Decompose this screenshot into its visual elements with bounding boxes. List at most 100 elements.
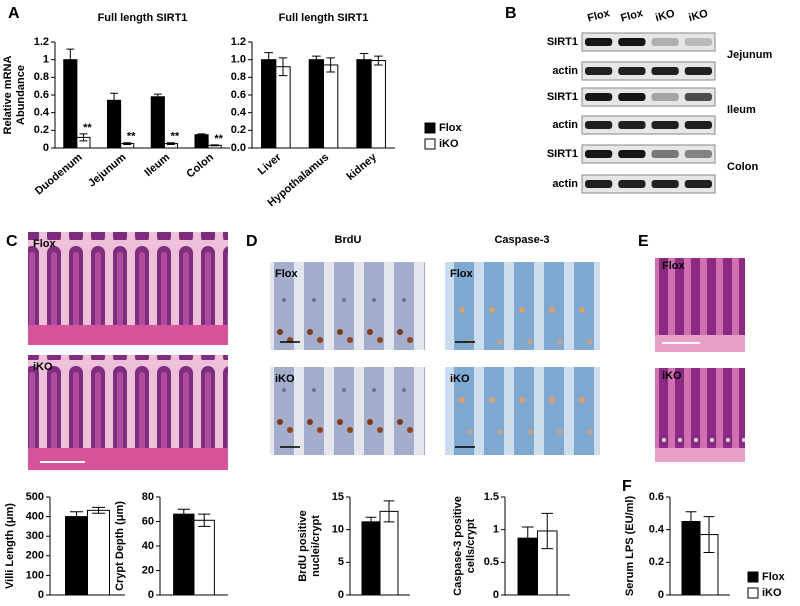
y-axis-label: Villi Length (μm) [3,503,16,589]
y-tick-label: 0 [338,589,344,601]
blot-strip [581,115,716,135]
y-tick-label: 100 [26,569,44,581]
blot-band [651,38,679,46]
chart-title: Full length SIRT1 [279,12,369,24]
y-axis-label: Crypt Depth (μm) [113,501,126,591]
error-bar [326,57,335,73]
error-bar [374,55,383,66]
y-tick-label: 400 [26,511,44,523]
blot-band [585,121,613,129]
y-tick-label: 0 [148,589,154,601]
blot-band [585,180,613,188]
error-bar [210,144,219,147]
bar [275,66,291,149]
y-tick-label: 200 [26,550,44,562]
error-bar [365,516,377,527]
blot-tissue: Jejunum [727,49,772,61]
blot-row-label: SIRT1 [547,148,578,160]
significance: ** [127,131,136,143]
error-bar [177,508,190,520]
bar [681,521,701,596]
x-tick-label: kidney [345,151,380,183]
blot-band [618,93,646,101]
image-label: iKO [662,370,682,382]
blot-band [618,38,646,46]
bar [308,59,325,149]
x-tick-label: Ileum [142,151,172,179]
significance: ** [214,133,223,145]
y-tick-label: 5 [338,556,344,568]
y-tick-label: 15 [332,491,344,503]
y-axis-label: BrdU positive nuclei/crypt [297,510,322,582]
y-tick-label: 80 [142,491,154,503]
blot-tissue: Ileum [727,104,756,116]
panel-letter: A [8,5,20,22]
bar [150,96,165,149]
y-tick-label: 1 [43,54,49,66]
y-tick-label: 0.8 [231,71,246,83]
blot-row-label: SIRT1 [547,36,578,48]
y-tick-label: 0.6 [649,491,664,503]
error-bar [703,516,715,554]
image-title: BrdU [335,234,362,246]
legend-swatch [747,571,759,583]
bar [194,134,209,149]
panel-letter: F [622,478,632,495]
y-tick-label: 0.4 [231,107,247,119]
panel-letter: C [6,233,18,250]
histology-e [655,258,745,462]
y-tick-label: 300 [26,530,44,542]
blot-band [684,121,712,129]
y-tick-label: 0.2 [34,124,49,136]
error-bar [66,48,75,71]
error-bar [521,526,534,550]
blot-band [585,67,613,75]
bar [370,60,386,149]
x-tick-label: Duodenum [33,151,85,197]
y-tick-label: 0.8 [34,71,49,83]
blot-band [651,180,679,188]
blot-strip [581,61,716,81]
bar [65,516,88,596]
legend-label: Flox [439,122,462,134]
legend-label: iKO [762,587,782,599]
bar [261,59,277,149]
bar [356,59,372,149]
blot-tissue: Colon [727,161,758,173]
y-tick-label: 20 [142,564,154,576]
error-bar [359,52,369,67]
blot-strip [581,32,716,52]
blot-row-label: SIRT1 [547,91,578,103]
panel-letter: D [246,233,258,250]
blot-band [585,150,613,158]
error-bar [123,142,132,145]
blot-band [684,38,712,46]
y-tick-label: 1 [493,524,499,536]
blot-band [618,150,646,158]
blot-band [651,67,679,75]
y-tick-label: 1.2 [231,36,246,48]
bar [173,513,195,596]
error-bar [110,92,118,108]
error-bar [153,93,162,100]
x-tick-label: Colon [184,151,216,180]
y-tick-label: 1.0 [231,54,246,66]
significance: ** [83,122,92,134]
blot-band [684,150,712,158]
legend-label: iKO [439,138,459,150]
y-tick-label: 60 [142,515,154,527]
x-tick-label: Liver [256,151,284,178]
y-tick-label: 0.6 [231,89,246,101]
lane-label: Flox [619,7,645,25]
image-label: Flox [33,238,56,250]
image-label: iKO [450,373,470,385]
image-label: Flox [662,260,685,272]
y-tick-label: 0 [38,589,44,601]
y-tick-label: 0 [493,589,499,601]
blot-row-label: actin [552,65,578,77]
bar [323,64,339,149]
y-tick-label: 1.2 [34,36,49,48]
y-tick-label: 0.0 [231,142,246,154]
